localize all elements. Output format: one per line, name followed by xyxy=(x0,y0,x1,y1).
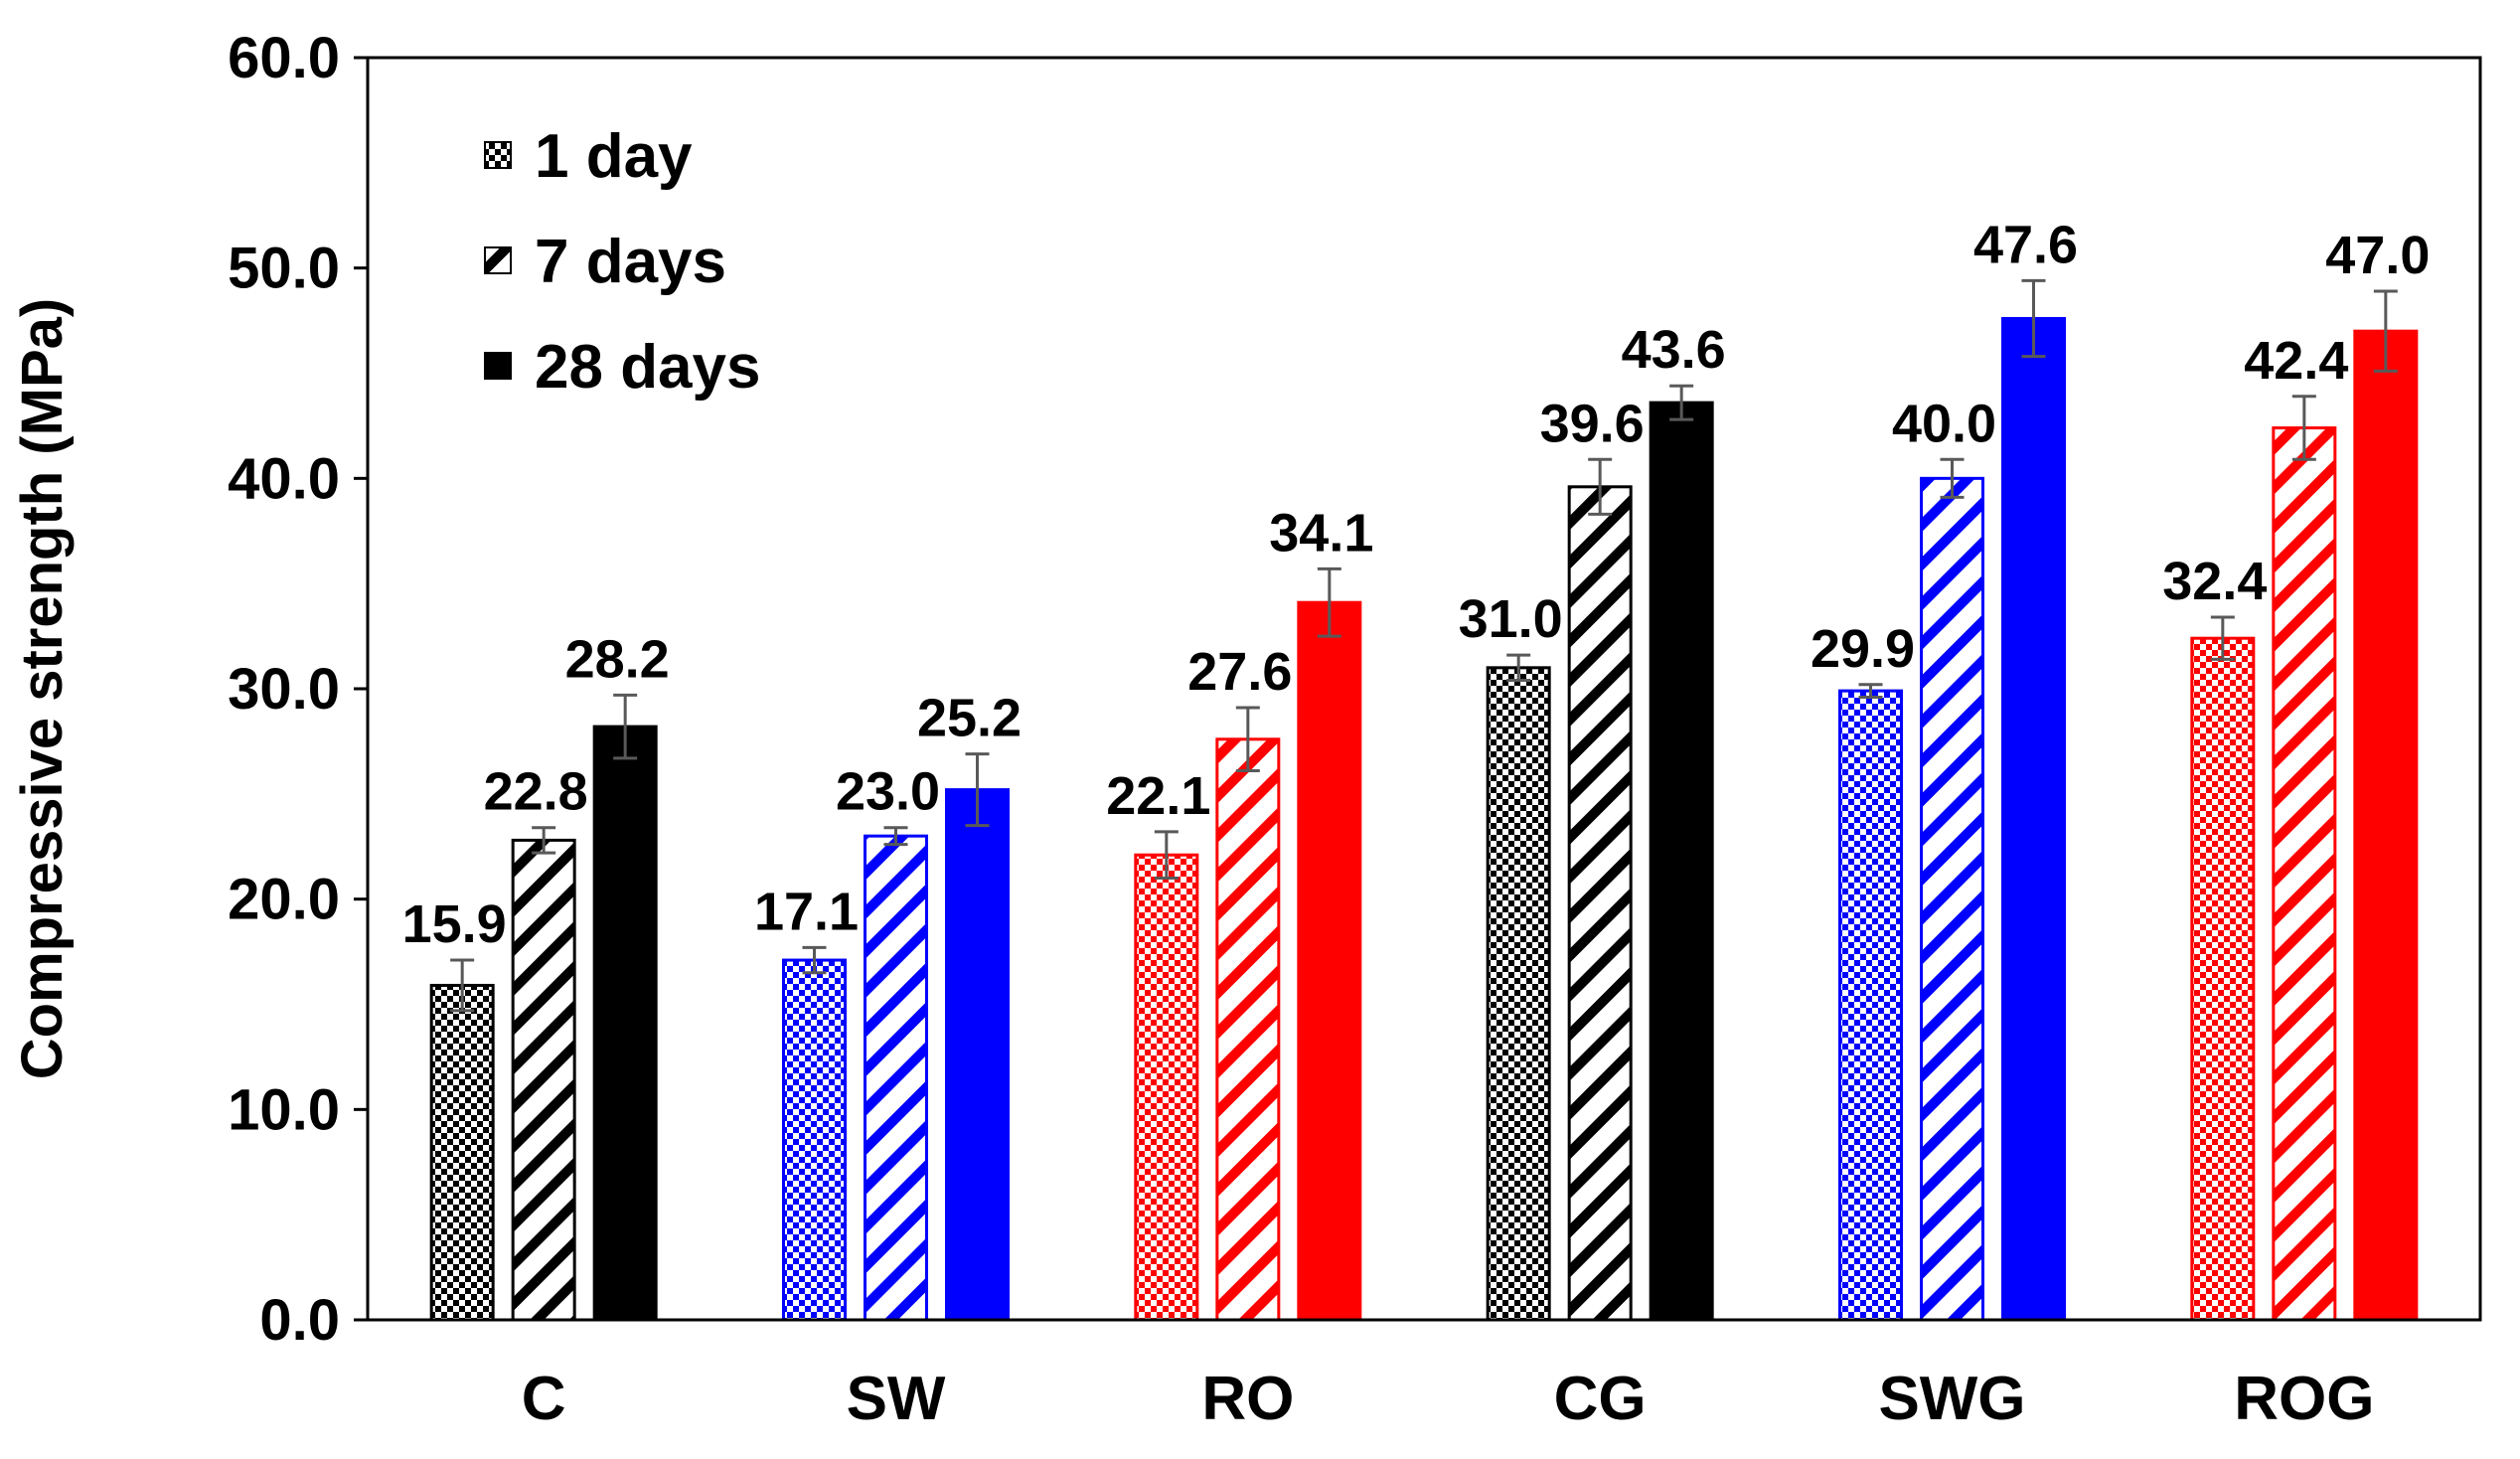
bar-swg-1-day xyxy=(1838,689,1903,1322)
data-label: 42.4 xyxy=(2244,331,2348,391)
error-bar xyxy=(1235,706,1260,773)
error-bar xyxy=(1669,384,1694,421)
data-label: 32.4 xyxy=(2162,552,2267,611)
bar-swg-28-days xyxy=(2001,316,2066,1322)
bar-ro-28-days xyxy=(1297,600,1362,1322)
legend-swatch xyxy=(484,141,512,169)
error-bar xyxy=(1154,830,1179,880)
error-bar xyxy=(2021,278,2046,359)
data-label: 47.0 xyxy=(2325,226,2430,285)
bar-sw-28-days xyxy=(945,788,1010,1322)
legend-swatch xyxy=(484,246,512,274)
x-tick-label-rog: ROG xyxy=(2234,1365,2374,1433)
error-bar xyxy=(1588,457,1613,516)
error-bar xyxy=(532,826,556,855)
error-bar xyxy=(1506,653,1531,683)
legend-swatch xyxy=(484,352,512,380)
bar-sw-1-day xyxy=(782,958,847,1322)
data-label: 29.9 xyxy=(1811,619,1915,679)
error-bar xyxy=(802,945,827,975)
y-tick-label: 0.0 xyxy=(259,1288,340,1353)
legend-label: 7 days xyxy=(535,228,726,296)
x-tick-label-sw: SW xyxy=(847,1365,946,1433)
y-tick-label: 30.0 xyxy=(228,657,340,722)
data-label: 23.0 xyxy=(836,762,940,822)
y-tick-label: 50.0 xyxy=(228,237,340,301)
legend-label: 1 day xyxy=(535,122,693,191)
error-bar xyxy=(1858,683,1883,699)
bar-cg-7-days xyxy=(1567,485,1633,1322)
x-tick-label-swg: SWG xyxy=(1878,1365,2025,1433)
data-label: 28.2 xyxy=(565,629,670,689)
y-tick-label: 10.0 xyxy=(228,1077,340,1142)
data-label: 27.6 xyxy=(1187,642,1292,702)
data-label: 43.6 xyxy=(1622,320,1726,380)
data-label: 39.6 xyxy=(1540,394,1645,453)
data-label: 15.9 xyxy=(402,894,507,954)
data-labels: 15.9 22.8 28.2 17.1 23.0 25.2 22.1 27.6 34.1 31.0… xyxy=(402,215,2431,954)
bar-c-28-days xyxy=(592,725,658,1322)
data-label: 40.0 xyxy=(1892,394,1996,453)
bar-sw-7-days xyxy=(864,834,928,1322)
data-label: 25.2 xyxy=(917,689,1022,748)
x-tick-label-c: C xyxy=(522,1365,566,1433)
bar-rog-28-days xyxy=(2353,329,2419,1322)
error-bar xyxy=(2210,615,2235,661)
data-label: 22.1 xyxy=(1106,766,1210,826)
bar-swg-7-days xyxy=(1920,476,1984,1322)
bar-rog-7-days xyxy=(2272,426,2337,1322)
bar-cg-1-day xyxy=(1486,666,1551,1322)
bar-cg-28-days xyxy=(1649,401,1714,1322)
legend: 1 day 7 days 28 days xyxy=(484,122,761,402)
data-label: 47.6 xyxy=(1973,215,2078,274)
error-bar xyxy=(2373,289,2398,373)
data-label: 34.1 xyxy=(1269,503,1373,563)
bar-ro-1-day xyxy=(1134,853,1199,1322)
bar-c-1-day xyxy=(429,983,495,1322)
bar-ro-7-days xyxy=(1215,737,1281,1322)
x-axis-ticks: C SW RO CG SWG ROG xyxy=(522,1365,2375,1433)
y-tick-label: 60.0 xyxy=(228,26,340,90)
y-axis-title: Compressive strength (MPa) xyxy=(10,298,75,1079)
error-bar xyxy=(1317,567,1341,638)
error-bar xyxy=(965,752,990,828)
x-tick-label-ro: RO xyxy=(1201,1365,1294,1433)
data-label: 17.1 xyxy=(754,882,859,941)
error-bar xyxy=(883,826,908,847)
error-bar xyxy=(2291,395,2316,461)
y-axis-ticks: 0.0 10.0 20.0 30.0 40.0 50.0 60.0 xyxy=(228,26,368,1353)
y-tick-label: 20.0 xyxy=(228,868,340,932)
legend-label: 28 days xyxy=(535,333,761,402)
error-bar xyxy=(450,958,475,1013)
bar-rog-1-day xyxy=(2190,636,2256,1322)
bar-series xyxy=(429,278,2419,1322)
error-bar xyxy=(613,693,638,760)
data-label: 31.0 xyxy=(1459,589,1563,649)
data-label: 22.8 xyxy=(484,762,588,822)
error-bar xyxy=(1940,457,1965,499)
bar-c-7-days xyxy=(511,838,576,1322)
y-tick-label: 40.0 xyxy=(228,446,340,511)
x-tick-label-cg: CG xyxy=(1554,1365,1647,1433)
